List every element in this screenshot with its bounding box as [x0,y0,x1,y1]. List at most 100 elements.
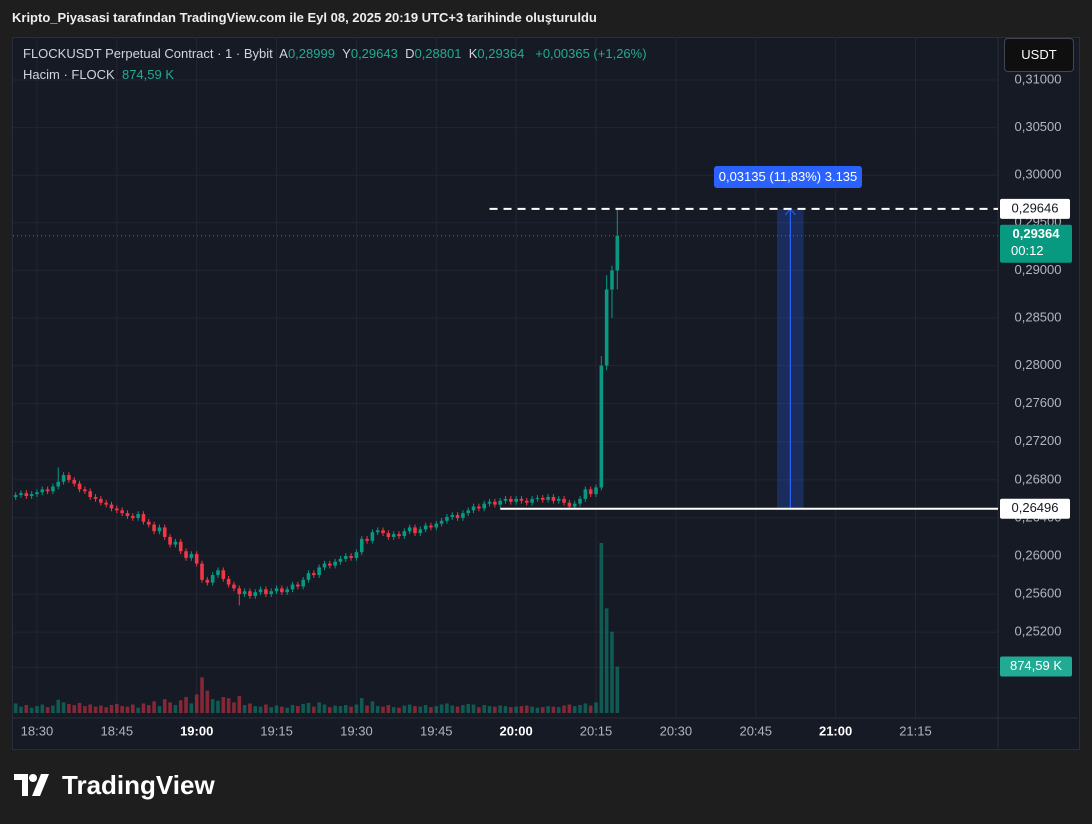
y-tick-label: 0,31000 [1015,71,1062,86]
volume-bar [162,699,167,713]
candle-body [45,489,50,492]
candle-body [562,498,566,503]
volume-bar [24,705,29,713]
volume-bar [386,705,391,713]
candle-body [407,527,412,532]
countdown: 00:12 [1011,243,1044,258]
caption: Kripto_Piyasasi tarafından TradingView.c… [12,10,597,25]
volume-bar [141,703,146,713]
volume-bar [445,703,449,713]
volume-bar [503,706,508,713]
candle-body [524,500,529,503]
candle-body [391,534,396,537]
x-tick-label: 20:45 [739,723,772,738]
volume-bar [514,706,518,713]
candle-body [83,489,87,492]
candle-body [152,524,156,532]
volume-bar [338,706,343,713]
candle-body [540,497,545,500]
currency-button[interactable]: USDT [1004,38,1074,72]
volume-bar [109,705,114,713]
candle-body [312,573,316,576]
candle-body [365,538,369,541]
candle-body [125,513,130,517]
candle-body [253,592,258,596]
volume-bar [221,697,226,713]
candle-body [200,563,204,580]
volume-bar [423,705,428,713]
candle-body [104,502,108,505]
candle-body [216,570,220,576]
candle-body [370,532,375,541]
ohlc-legend: A0,28999 Y0,29643 D0,28801 K0,29364 [279,46,531,61]
candle-body [487,501,492,504]
legend-value: 0,28999 [287,46,335,61]
y-tick-label: 0,25200 [1015,624,1062,639]
volume-bar [365,705,369,713]
volume-bar [237,696,242,713]
candle-body [72,479,77,484]
candle-body [264,589,268,595]
volume-bar [13,703,18,713]
candle-body [19,493,23,496]
volume-bar [429,707,433,713]
legend-value: 0,28801 [414,46,462,61]
volume-bar [51,705,55,713]
candle-body [184,551,188,558]
y-tick-label: 0,27200 [1015,433,1062,448]
price-tag: 0,26496 [1012,500,1059,515]
volume-bar [461,705,465,713]
candle-body [226,578,231,585]
chart-panel [12,37,1080,750]
volume-bar [370,701,375,713]
volume-bar [530,706,534,713]
volume-bar [498,705,502,713]
symbol: FLOCKUSDT Perpetual Contract · 1 · Bybit [23,46,273,61]
candle-body [461,513,465,518]
volume-bar [104,707,108,713]
last-price-tag-bg [1000,224,1072,263]
volume-bar [466,703,471,713]
y-tick-label: 0,28000 [1015,357,1062,372]
volume-bar [391,707,396,713]
candle-body [583,489,588,499]
x-tick-label: 20:30 [660,723,693,738]
candle-body [354,552,359,558]
volume-bar [509,707,513,713]
y-tick-label: 0,26000 [1015,547,1062,562]
change: +0,00365 (+1,26%) [535,46,647,61]
candle-body [162,527,167,537]
candle-body [280,588,284,593]
x-tick-label: 20:15 [580,723,613,738]
y-tick-label: 0,28500 [1015,309,1062,324]
volume-bar [599,543,604,713]
volume-bar [168,702,172,713]
candle-body [434,523,439,528]
x-tick-label: 18:45 [101,723,134,738]
volume-bar [402,705,407,713]
candle-body [194,554,199,564]
x-tick-label: 21:00 [819,723,852,738]
x-tick-label: 18:30 [21,723,54,738]
volume-bar [610,631,614,713]
volume-bar [477,707,481,713]
volume-bar [184,697,188,713]
candle-body [551,496,556,501]
volume-bar [359,698,364,713]
volume-bar [583,703,588,713]
legend-key: Y [342,46,351,61]
candle-body [290,584,295,590]
volume-bar [253,706,258,713]
candle-body [189,554,194,558]
candle-body [386,533,391,537]
candle-body [413,527,417,534]
volume-bar [375,706,380,713]
candle-body [466,510,471,514]
volume-bar [381,706,385,713]
volume-bar [120,706,124,713]
volume-bar [578,705,582,713]
candle-body [493,501,497,505]
candle-body [471,506,476,511]
candle-body [599,365,604,488]
